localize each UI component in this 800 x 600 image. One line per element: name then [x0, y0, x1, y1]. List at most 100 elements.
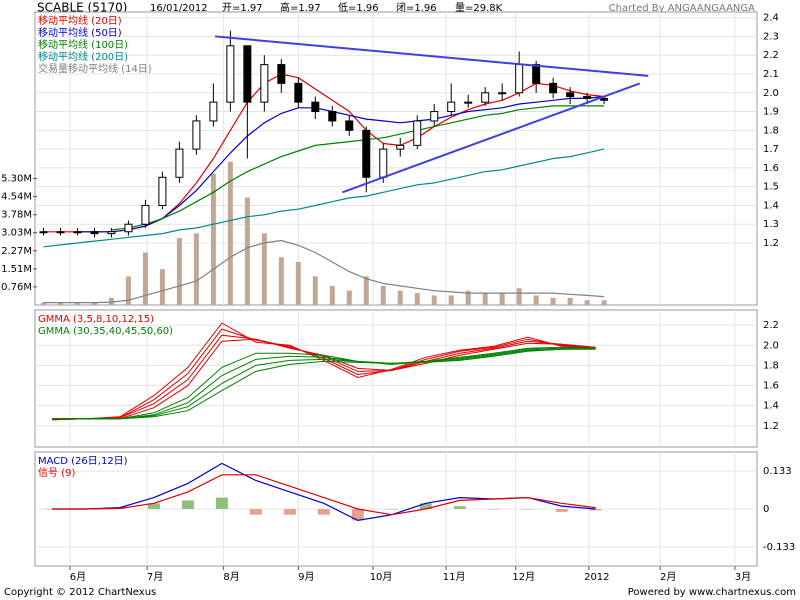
volume-bar — [329, 285, 335, 305]
gmma-line — [52, 347, 596, 420]
histogram-bar — [215, 497, 228, 509]
volume-tick-label: 1.51M — [1, 264, 32, 275]
volume-tick-label: 5.30M — [1, 173, 32, 184]
volume-bar — [482, 293, 488, 305]
y-tick-label: 2.2 — [763, 320, 779, 331]
candle-body — [243, 45, 252, 103]
candle-body — [141, 204, 150, 225]
x-tick-label: 10月 — [370, 571, 393, 583]
low-price: 低=1.96 — [338, 1, 379, 14]
x-tick-label: 3月 — [735, 571, 751, 583]
volume-bar — [516, 288, 522, 305]
histogram-bar — [453, 506, 466, 509]
candle-body — [260, 64, 269, 103]
histogram-bar — [385, 509, 398, 510]
volume-bar — [397, 290, 403, 305]
histogram-bar — [521, 509, 534, 510]
volume-bar — [210, 173, 216, 305]
volume-value: 量=29.8K — [455, 2, 503, 14]
y-tick-label: 1.6 — [763, 381, 779, 392]
moving-average — [77, 95, 605, 233]
volume-bar — [91, 302, 97, 305]
volume-tick-label: 3.03M — [1, 228, 32, 239]
histogram-bar — [249, 509, 262, 515]
y-tick-label: 1.8 — [763, 125, 779, 136]
histogram-bar — [283, 509, 296, 515]
volume-bar — [380, 285, 386, 305]
volume-bar — [431, 295, 437, 305]
volume-bar — [176, 238, 182, 305]
volume-bar — [261, 233, 267, 305]
candle-body — [379, 148, 388, 178]
x-tick-label: 7月 — [147, 571, 163, 583]
y-tick-label: 2.1 — [763, 69, 779, 80]
y-tick-label: 1.4 — [763, 200, 779, 211]
volume-bar — [227, 161, 233, 305]
y-tick-label: 2.3 — [763, 31, 779, 42]
y-tick-label: 1.4 — [763, 401, 779, 412]
histogram-bar — [317, 509, 330, 515]
candle-body — [73, 231, 82, 234]
x-tick-label: 12月 — [512, 571, 535, 583]
volume-bar — [533, 295, 539, 305]
candle-body — [175, 148, 184, 178]
y-tick-label: 1.2 — [763, 421, 779, 432]
y-tick-label: 2.4 — [763, 13, 779, 24]
candle-body — [498, 92, 507, 95]
high-price: 高=1.97 — [280, 1, 321, 14]
candle-body — [39, 231, 48, 234]
x-tick-label: 8月 — [223, 571, 239, 583]
y-tick-label: 1.7 — [763, 144, 779, 155]
moving-average — [43, 239, 605, 304]
candle-body — [413, 120, 422, 146]
y-tick-label: 1.6 — [763, 163, 779, 174]
volume-bar — [159, 269, 165, 305]
legend-entry: 信号 (9) — [38, 467, 75, 479]
volume-bar — [125, 276, 131, 305]
volume-bar — [448, 295, 454, 305]
panel — [34, 309, 758, 448]
x-tick-label: 2012 — [584, 572, 609, 583]
volume-bar — [142, 252, 148, 305]
volume-bar — [244, 197, 250, 305]
powered-by: Powered by www.chartnexus.com — [628, 587, 796, 598]
histogram-bar — [147, 503, 160, 509]
x-tick-label: 2月 — [660, 571, 676, 583]
histogram-bar — [181, 500, 194, 509]
volume-bar — [550, 297, 556, 305]
close-price: 闭=1.96 — [396, 1, 437, 14]
legend-entry: 移动平均线 (20日) — [38, 14, 122, 27]
legend-entry: 移动平均线 (100日) — [38, 38, 128, 51]
candle-body — [345, 120, 354, 131]
volume-bar — [465, 290, 471, 305]
gmma-line — [51, 328, 596, 421]
volume-bar — [499, 293, 505, 305]
candle-body — [447, 101, 456, 113]
open-price: 开=1.97 — [222, 3, 263, 14]
candle-body — [209, 101, 218, 122]
candle-body — [56, 231, 65, 234]
candle-body — [362, 129, 371, 178]
candle-body — [515, 64, 524, 94]
volume-tick-label: 0.76M — [1, 282, 32, 293]
candle-body — [328, 111, 337, 122]
y-tick-label: 2.0 — [763, 88, 779, 99]
legend-entry: 移动平均线 (200日) — [38, 50, 128, 63]
x-tick-label: 9月 — [298, 571, 314, 583]
y-tick-label: 1.8 — [763, 360, 779, 371]
legend-entry: MACD (26日,12日) — [38, 456, 128, 467]
volume-bar — [74, 302, 80, 305]
x-tick-label: 6月 — [70, 571, 86, 583]
legend-entry: GMMA (3,5,8,10,12,15) — [38, 314, 154, 325]
volume-bar — [40, 302, 46, 305]
candle-body — [226, 45, 235, 103]
candle-body — [90, 231, 99, 235]
candle-body — [600, 97, 609, 101]
candle-body — [294, 82, 303, 103]
volume-bar — [108, 297, 114, 305]
volume-bar — [57, 302, 63, 305]
gmma-line — [52, 346, 596, 420]
trend-line — [342, 82, 641, 194]
legend-entry: 交易量移动平均线 (14日) — [38, 62, 152, 75]
